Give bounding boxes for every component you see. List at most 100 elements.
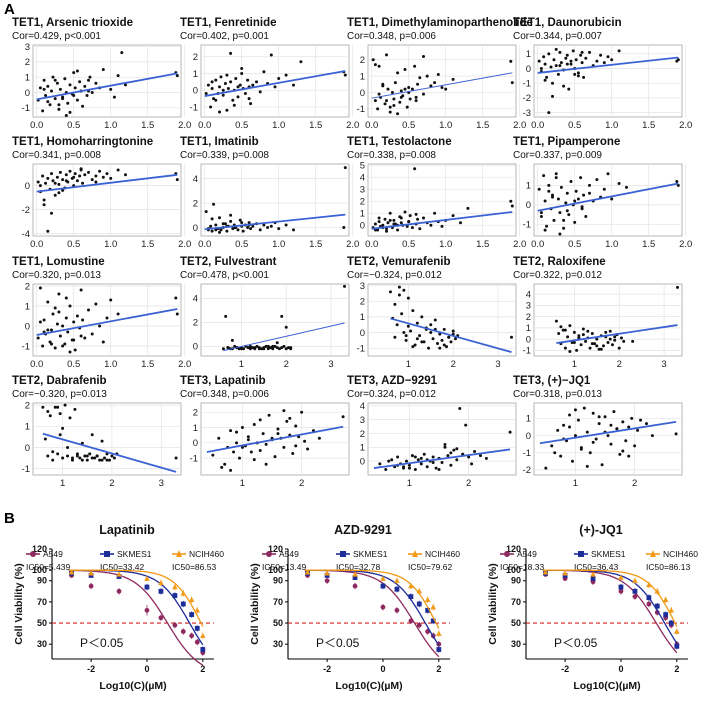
scatter-stat: Cor=−0.324, p=0.012 — [347, 270, 442, 281]
data-point — [394, 586, 400, 592]
y-tick-label: 70 — [37, 597, 47, 607]
scatter-panel: TET2, Vemurafenib Cor=−0.324, p=0.012 1 2 3 -… — [347, 256, 517, 370]
legend-marker — [30, 551, 36, 557]
data-point — [624, 439, 628, 443]
data-point — [449, 451, 453, 455]
data-point — [266, 347, 270, 351]
data-point — [299, 60, 303, 64]
data-point — [249, 102, 253, 106]
fit-curve — [304, 569, 440, 629]
scatter-panel: TET2, Dabrafenib Cor=−0.320, p=0.013 1 2 3 -1… — [12, 375, 182, 489]
data-point — [352, 583, 358, 589]
data-point — [229, 80, 233, 84]
data-point — [573, 199, 577, 203]
data-point — [636, 428, 640, 432]
data-point — [380, 583, 386, 589]
data-point — [180, 629, 186, 634]
data-point — [676, 285, 680, 289]
data-point — [58, 170, 62, 174]
data-point — [574, 58, 578, 62]
data-point — [562, 423, 566, 427]
data-point — [273, 455, 277, 459]
data-point — [116, 588, 122, 594]
data-point — [219, 228, 223, 232]
x-tick-label: 2 — [200, 664, 205, 674]
data-point — [617, 49, 621, 53]
data-point — [51, 458, 55, 462]
scatter-panel: TET1, Daunorubicin Cor=0.344, p=0.007 0.0 0… — [513, 17, 692, 131]
data-point — [558, 64, 562, 68]
data-point — [414, 95, 418, 99]
data-point — [251, 224, 255, 228]
data-point — [599, 53, 603, 57]
data-point — [105, 316, 109, 320]
data-point — [75, 452, 79, 456]
data-point — [88, 75, 92, 79]
data-point — [317, 436, 321, 440]
data-point — [116, 74, 120, 78]
data-point — [174, 296, 178, 300]
x-tick-label: 1.5 — [141, 359, 154, 370]
data-point — [75, 69, 79, 73]
scatter-title: TET1, Daunorubicin — [513, 17, 622, 29]
data-point — [610, 58, 614, 62]
data-point — [158, 615, 164, 621]
data-point — [175, 312, 179, 316]
data-point — [242, 347, 246, 351]
data-point — [377, 64, 381, 68]
data-point — [107, 458, 111, 462]
fit-line — [373, 448, 511, 469]
data-point — [226, 87, 230, 91]
y-tick-label: 3 — [526, 301, 531, 312]
data-point — [416, 217, 420, 221]
plot-frame — [200, 283, 350, 357]
data-point — [440, 338, 444, 342]
data-point — [436, 647, 442, 652]
data-point — [590, 342, 594, 346]
data-point — [588, 451, 592, 455]
legend-label: NCIH460 — [425, 549, 460, 559]
data-point — [38, 86, 42, 90]
data-point — [225, 108, 229, 112]
data-point — [64, 179, 68, 183]
legend-marker — [650, 550, 656, 557]
data-point — [75, 179, 79, 183]
data-point — [484, 456, 488, 460]
y-tick-label: 1 — [25, 72, 30, 83]
data-point — [385, 229, 388, 233]
plot-frame — [200, 44, 350, 118]
legend-label: SKMES1 — [353, 549, 388, 559]
data-point — [543, 78, 547, 82]
data-point — [212, 97, 216, 101]
x-tick-label: 1.5 — [642, 239, 655, 250]
data-point — [233, 344, 237, 348]
data-point — [615, 427, 619, 431]
data-point — [403, 68, 407, 72]
data-point — [271, 344, 275, 348]
data-point — [430, 604, 437, 610]
data-point — [282, 344, 286, 348]
data-point — [269, 346, 273, 350]
data-point — [64, 173, 68, 177]
significance-label: P＜0.05 — [316, 636, 360, 650]
data-point — [547, 111, 551, 115]
fit-curve — [68, 569, 204, 627]
data-point — [109, 87, 113, 91]
data-point — [562, 570, 568, 576]
data-point — [510, 335, 514, 339]
data-point — [180, 590, 187, 596]
y-tick-label: 4 — [193, 174, 198, 185]
data-point — [425, 74, 429, 78]
x-tick-label: 3 — [661, 359, 666, 370]
data-point — [558, 232, 562, 236]
x-tick-label: 0.5 — [67, 239, 80, 250]
data-point — [36, 180, 40, 184]
data-point — [229, 429, 233, 433]
data-point — [206, 83, 210, 87]
data-point — [214, 98, 218, 102]
data-point — [264, 442, 268, 446]
data-point — [303, 439, 307, 443]
data-point — [385, 99, 388, 103]
data-point — [68, 110, 72, 114]
